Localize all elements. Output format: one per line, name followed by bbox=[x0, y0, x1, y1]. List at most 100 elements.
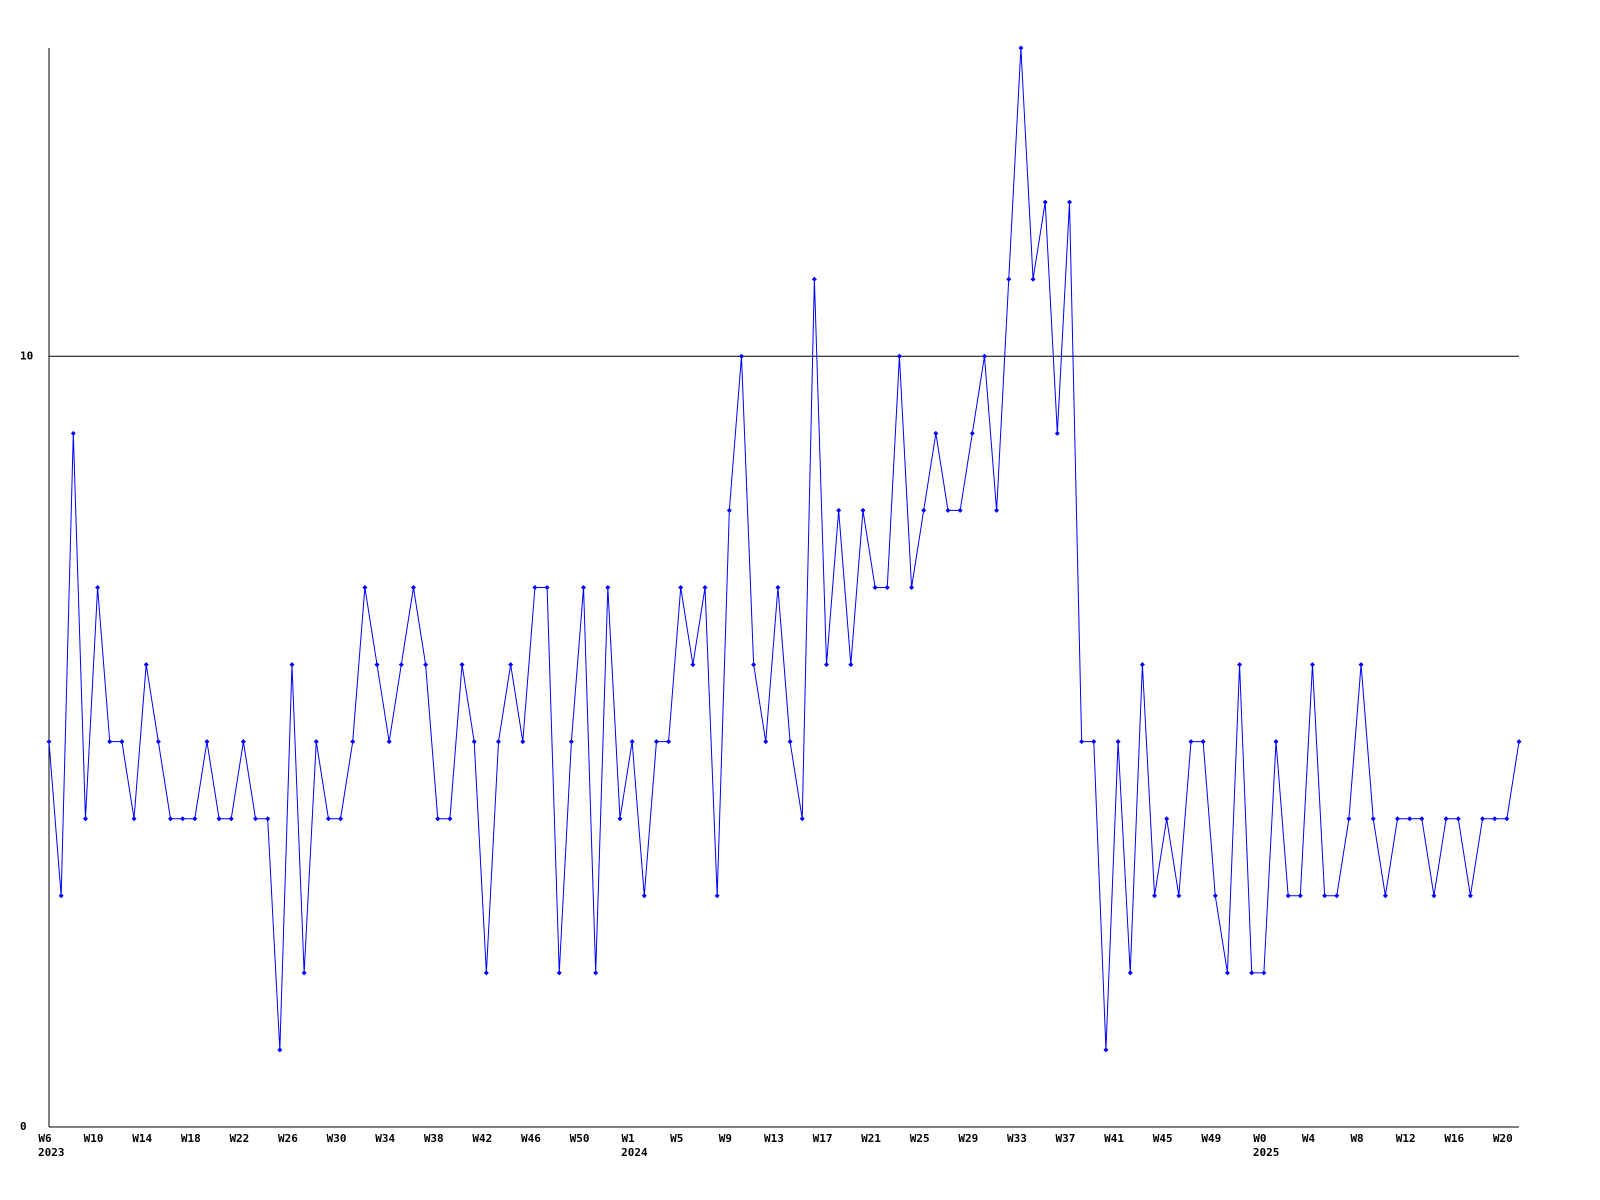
data-point bbox=[374, 662, 380, 668]
data-point bbox=[95, 585, 101, 590]
x-tick-label: W25 bbox=[910, 1132, 930, 1145]
data-point bbox=[1395, 816, 1401, 822]
data-point bbox=[1030, 276, 1036, 282]
data-point bbox=[1103, 1047, 1109, 1053]
data-point bbox=[666, 739, 672, 745]
data-point bbox=[884, 585, 890, 590]
data-point bbox=[1224, 970, 1230, 976]
data-point bbox=[1431, 893, 1437, 899]
data-point bbox=[1285, 893, 1291, 899]
x-tick-label: W37 bbox=[1056, 1132, 1076, 1145]
data-point bbox=[167, 816, 173, 822]
x-tick-label: W16 bbox=[1444, 1132, 1464, 1145]
data-point bbox=[180, 816, 186, 822]
data-point bbox=[969, 430, 975, 436]
data-point bbox=[775, 585, 781, 590]
data-point bbox=[1115, 739, 1121, 745]
data-point bbox=[58, 893, 64, 899]
data-point bbox=[155, 739, 161, 745]
data-point bbox=[751, 662, 757, 668]
data-point bbox=[338, 816, 344, 822]
data-point bbox=[994, 507, 1000, 513]
x-year-label: 2023 bbox=[38, 1146, 65, 1159]
data-point bbox=[240, 739, 246, 745]
data-point bbox=[192, 816, 198, 822]
data-point bbox=[277, 1047, 283, 1053]
data-point bbox=[301, 970, 307, 976]
data-point bbox=[1516, 739, 1522, 745]
data-point bbox=[46, 739, 52, 745]
data-point bbox=[714, 893, 720, 899]
data-point bbox=[617, 816, 623, 822]
data-point bbox=[726, 507, 732, 513]
data-point bbox=[896, 353, 902, 359]
data-point bbox=[1504, 816, 1510, 822]
x-year-label: 2025 bbox=[1253, 1146, 1280, 1159]
y-tick-label: 0 bbox=[20, 1120, 27, 1133]
x-tick-label: W38 bbox=[424, 1132, 444, 1145]
data-point bbox=[325, 816, 331, 822]
data-point bbox=[216, 816, 222, 822]
x-tick-label: W49 bbox=[1201, 1132, 1221, 1145]
data-point bbox=[933, 430, 939, 436]
x-tick-label: W21 bbox=[861, 1132, 881, 1145]
data-point bbox=[1443, 816, 1449, 822]
x-tick-label: W29 bbox=[958, 1132, 978, 1145]
x-tick-label: W45 bbox=[1153, 1132, 1173, 1145]
data-point bbox=[1237, 662, 1243, 668]
data-point bbox=[362, 585, 368, 590]
x-tick-label: W14 bbox=[132, 1132, 152, 1145]
data-point bbox=[1261, 970, 1267, 976]
data-point bbox=[410, 585, 416, 590]
data-point bbox=[131, 816, 137, 822]
data-point bbox=[921, 507, 927, 513]
x-tick-label: W12 bbox=[1396, 1132, 1416, 1145]
data-point bbox=[848, 662, 854, 668]
x-tick-label: W4 bbox=[1302, 1132, 1316, 1145]
x-tick-label: W30 bbox=[327, 1132, 347, 1145]
data-point bbox=[678, 585, 684, 590]
data-point bbox=[1042, 199, 1048, 205]
data-point bbox=[690, 662, 696, 668]
data-point bbox=[1334, 893, 1340, 899]
x-tick-label: W6 bbox=[38, 1132, 52, 1145]
data-point bbox=[1139, 662, 1145, 668]
data-point bbox=[253, 816, 259, 822]
data-point bbox=[1419, 816, 1425, 822]
x-tick-label: W13 bbox=[764, 1132, 784, 1145]
data-point bbox=[641, 893, 647, 899]
data-point bbox=[508, 662, 514, 668]
data-point bbox=[787, 739, 793, 745]
data-point bbox=[738, 353, 744, 359]
data-point bbox=[265, 816, 271, 822]
data-point bbox=[496, 739, 502, 745]
data-point bbox=[824, 662, 830, 668]
x-tick-label: W42 bbox=[472, 1132, 492, 1145]
x-tick-label: W20 bbox=[1493, 1132, 1513, 1145]
data-point bbox=[799, 816, 805, 822]
x-tick-label: W0 bbox=[1253, 1132, 1266, 1145]
data-point bbox=[459, 662, 465, 668]
x-tick-label: W18 bbox=[181, 1132, 201, 1145]
data-point bbox=[1212, 893, 1218, 899]
data-point bbox=[702, 585, 708, 590]
x-year-label: 2024 bbox=[621, 1146, 648, 1159]
x-tick-label: W9 bbox=[719, 1132, 732, 1145]
data-point bbox=[981, 353, 987, 359]
data-point bbox=[423, 662, 429, 668]
data-point bbox=[1091, 739, 1097, 745]
data-point bbox=[1273, 739, 1279, 745]
data-point bbox=[107, 739, 113, 745]
data-point bbox=[82, 816, 88, 822]
data-point bbox=[945, 507, 951, 513]
data-point bbox=[763, 739, 769, 745]
data-point bbox=[556, 970, 562, 976]
data-point bbox=[143, 662, 149, 668]
data-point bbox=[568, 739, 574, 745]
data-line bbox=[48, 47, 1520, 1050]
data-point bbox=[1176, 893, 1182, 899]
data-point bbox=[909, 585, 915, 590]
x-tick-label: W26 bbox=[278, 1132, 298, 1145]
data-point bbox=[1480, 816, 1486, 822]
